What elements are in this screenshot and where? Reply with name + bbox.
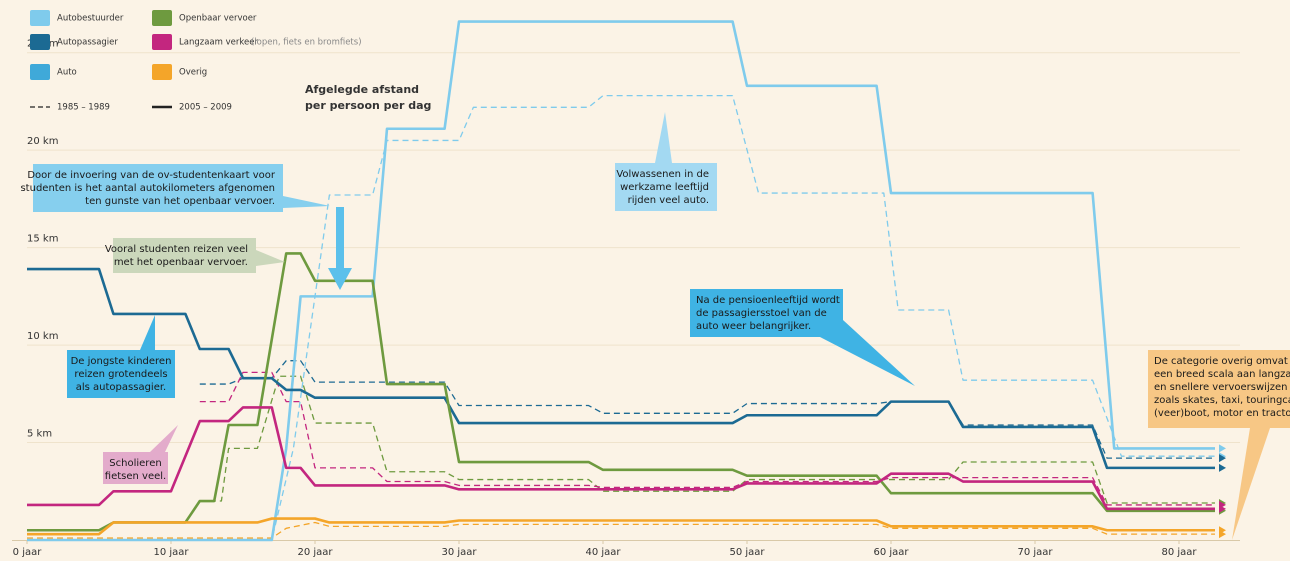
x-tick-label: 10 jaar	[153, 547, 189, 558]
y-tick-label: 10 km	[27, 331, 58, 342]
annotation-text: de passagiersstoel van de	[696, 308, 827, 319]
callout-box	[113, 238, 256, 273]
x-tick-label: 50 jaar	[729, 547, 765, 558]
legend-icon	[152, 34, 172, 50]
annotation-text: fietsen veel.	[105, 471, 166, 482]
annotation-text: reizen grotendeels	[74, 369, 167, 380]
annotation-text: De jongste kinderen	[71, 356, 172, 367]
legend-icon	[30, 34, 50, 50]
annotation-text: Volwassenen in de	[616, 169, 709, 180]
series-line	[27, 94, 1215, 541]
callout-pointer	[283, 196, 330, 208]
annotation-text: ten gunste van het openbaar vervoer.	[85, 196, 275, 207]
callout-pointer	[1232, 428, 1270, 540]
callout-pointer	[140, 315, 155, 350]
series-line	[27, 406, 1215, 511]
series-line	[27, 252, 1215, 532]
annotation-text: zoals skates, taxi, touringcar,	[1154, 395, 1290, 406]
x-tick-label: 80 jaar	[1161, 547, 1197, 558]
x-tick-label: 0 jaar	[13, 547, 43, 558]
line-arrow	[1219, 454, 1226, 463]
series-line	[27, 517, 1215, 536]
legend-icon	[30, 64, 50, 80]
annotation-text: Vooral studenten reizen veel	[105, 244, 248, 255]
annotation-text: De categorie overig omvat	[1154, 356, 1288, 367]
series-line	[199, 375, 1215, 504]
annotation-text: werkzame leeftijd	[620, 182, 709, 193]
callout-box	[615, 163, 717, 211]
y-tick-label: 15 km	[27, 234, 58, 245]
legend-label: Auto	[57, 68, 77, 78]
callout-box	[690, 289, 843, 337]
callout-box	[33, 164, 283, 212]
annotation-text: Na de pensioenleeftijd wordt	[696, 295, 840, 306]
annotation-text: een breed scala aan langzame	[1154, 369, 1290, 380]
legend-label: Autopassagier	[57, 38, 118, 48]
series-line	[199, 360, 1215, 459]
series-line	[27, 20, 1215, 542]
x-tick-label: 30 jaar	[441, 547, 477, 558]
annotation-text: studenten is het aantal autokilometers a…	[20, 183, 275, 194]
legend-label: Openbaar vervoer	[179, 14, 257, 24]
annotation-text: met het openbaar vervoer.	[114, 257, 248, 268]
legend-label: 1985 – 1989	[57, 103, 110, 113]
line-arrow	[1219, 526, 1226, 535]
line-arrow	[1219, 444, 1226, 453]
x-tick-label: 60 jaar	[873, 547, 909, 558]
annotation-text: Afgelegde afstand	[305, 83, 419, 96]
callout-box	[103, 452, 168, 484]
annotation-text: Scholieren	[109, 458, 161, 469]
annotation-text: rijden veel auto.	[628, 195, 709, 206]
legend-label: Langzaam verkeer	[179, 38, 258, 48]
legend-note: (lopen, fiets en bromfiets)	[251, 38, 362, 48]
callout-pointer	[820, 320, 915, 386]
legend-icon	[152, 10, 172, 26]
line-arrow	[1219, 463, 1226, 472]
callout-box	[1148, 350, 1290, 428]
y-tick-label: 20 km	[27, 136, 58, 147]
annotation-text: auto weer belangrijker.	[696, 321, 811, 332]
x-tick-label: 70 jaar	[1017, 547, 1053, 558]
arrow	[328, 207, 352, 290]
annotation-text: per persoon per dag	[305, 99, 431, 112]
legend-label: Autobestuurder	[57, 14, 124, 24]
callout-pointer	[256, 250, 285, 266]
line-arrow	[1219, 504, 1226, 513]
callout-box	[67, 350, 175, 398]
callout-pointer	[150, 425, 178, 452]
annotation-text: als autopassagier.	[76, 382, 166, 393]
series-line	[27, 267, 1215, 470]
legend-icon	[30, 10, 50, 26]
annotation-text: Door de invoering van de ov-studentenkaa…	[27, 170, 276, 181]
legend-label: Overig	[179, 68, 207, 78]
x-tick-label: 20 jaar	[297, 547, 333, 558]
callout-pointer	[655, 112, 672, 163]
annotation-text: en snellere vervoerswijzen	[1154, 382, 1287, 393]
series-line	[199, 371, 1215, 506]
annotation-text: (veer)boot, motor en tractor.	[1154, 408, 1290, 419]
legend-label: 2005 – 2009	[179, 103, 232, 113]
legend-icon	[152, 64, 172, 80]
x-tick-label: 40 jaar	[585, 547, 621, 558]
y-tick-label: 5 km	[27, 429, 52, 440]
series-line	[27, 521, 1215, 539]
